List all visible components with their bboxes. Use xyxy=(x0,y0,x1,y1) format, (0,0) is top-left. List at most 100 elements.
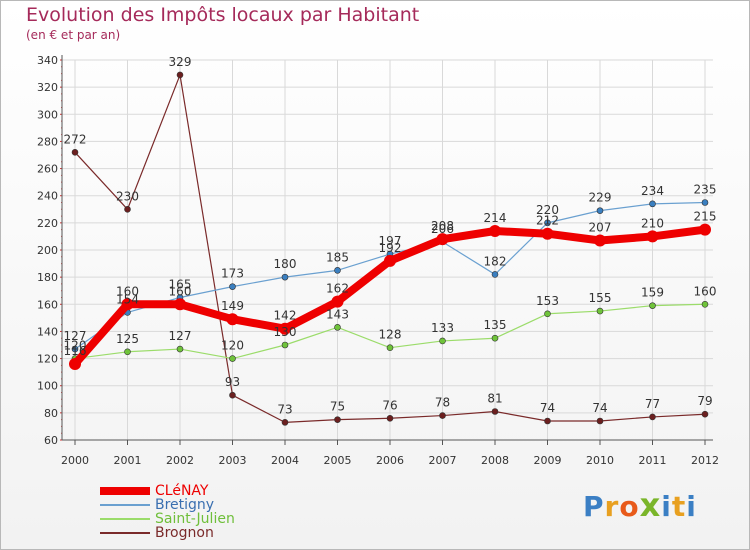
data-label: 212 xyxy=(536,214,559,228)
data-point xyxy=(489,225,501,237)
legend-label: Saint-Julien xyxy=(155,511,235,527)
y-tick-label: 280 xyxy=(37,135,58,148)
data-label: 192 xyxy=(379,241,402,255)
y-tick-label: 300 xyxy=(37,108,58,121)
data-point xyxy=(646,230,659,243)
data-point xyxy=(124,205,131,213)
data-label: 214 xyxy=(484,211,507,225)
data-point xyxy=(596,207,604,214)
x-tick-label: 2003 xyxy=(219,454,247,467)
data-point xyxy=(121,298,134,311)
data-point xyxy=(699,223,711,236)
x-tick-label: 2001 xyxy=(114,454,142,467)
data-label: 135 xyxy=(484,318,507,332)
data-label: 154 xyxy=(116,292,139,306)
data-label: 149 xyxy=(221,299,244,313)
data-labels-bretigny: 127 154 165 173 180 185 197 206 182 220 229 234 235 xyxy=(64,183,717,344)
data-point xyxy=(491,408,499,415)
data-label: 230 xyxy=(116,189,139,203)
logo-letter: i xyxy=(661,490,672,523)
data-label: 208 xyxy=(431,219,454,233)
y-tick-label: 200 xyxy=(37,244,58,257)
proxiti-logo: Proxiti xyxy=(583,486,697,524)
data-point xyxy=(596,417,604,425)
data-point xyxy=(71,148,79,156)
x-tick-label: 2000 xyxy=(61,454,89,467)
data-label: 207 xyxy=(589,221,612,235)
data-label: 173 xyxy=(221,267,244,281)
logo-letter: x xyxy=(639,486,662,524)
y-tick-label: 80 xyxy=(44,407,58,420)
data-point xyxy=(439,337,446,345)
data-point xyxy=(541,227,554,240)
data-label: 182 xyxy=(484,254,507,268)
y-tick-label: 100 xyxy=(37,380,58,393)
data-label: 74 xyxy=(592,401,607,415)
legend-swatch xyxy=(100,518,150,520)
legend-swatch xyxy=(100,532,150,534)
data-point xyxy=(384,254,396,267)
data-labels-cl-nay: 116 160 160 149 142 162 192 208 214 212 207 210 215 xyxy=(64,210,717,358)
x-tick-label: 2006 xyxy=(376,454,404,467)
data-point xyxy=(71,345,79,353)
data-label: 142 xyxy=(274,309,297,323)
data-point xyxy=(596,307,604,315)
data-point xyxy=(281,273,289,281)
legend-swatch xyxy=(100,487,150,495)
data-point xyxy=(386,414,394,422)
chart-title: Evolution des Impôts locaux par Habitant xyxy=(26,4,420,26)
data-label: 116 xyxy=(64,344,87,358)
data-point xyxy=(69,358,81,370)
data-label: 234 xyxy=(641,184,664,198)
data-point xyxy=(544,219,551,227)
data-label: 125 xyxy=(116,332,139,346)
data-label: 93 xyxy=(225,375,240,389)
y-tick-label: 140 xyxy=(37,325,58,338)
y-tick-label: 320 xyxy=(37,81,58,94)
y-tick-label: 260 xyxy=(37,163,58,176)
data-label: 160 xyxy=(169,284,192,298)
data-point xyxy=(701,199,709,206)
data-point xyxy=(226,313,239,326)
data-label: 215 xyxy=(694,210,717,224)
legend-item: Bretigny xyxy=(100,498,235,512)
data-label: 73 xyxy=(277,402,292,416)
data-label: 75 xyxy=(330,400,345,414)
y-tick-label: 220 xyxy=(37,217,58,230)
data-label: 197 xyxy=(379,234,402,248)
data-label: 120 xyxy=(64,339,87,353)
data-label: 133 xyxy=(431,321,454,335)
legend-label: CLéNAY xyxy=(155,483,209,499)
series-cl-nay xyxy=(69,223,711,370)
data-point xyxy=(281,419,289,426)
data-point xyxy=(649,200,656,208)
data-point xyxy=(649,302,656,309)
x-tick-label: 2009 xyxy=(534,454,562,467)
data-point xyxy=(701,410,709,418)
series-brognon xyxy=(71,71,709,426)
data-point xyxy=(124,348,131,356)
data-label: 74 xyxy=(540,401,555,415)
data-label: 180 xyxy=(274,257,297,271)
data-label: 229 xyxy=(589,191,612,205)
x-tick-label: 2011 xyxy=(639,454,667,467)
data-label: 155 xyxy=(589,291,612,305)
data-label: 272 xyxy=(64,132,87,146)
data-label: 153 xyxy=(536,294,559,308)
x-tick-label: 2008 xyxy=(481,454,509,467)
data-point xyxy=(491,334,499,342)
logo-letter: t xyxy=(671,490,687,523)
data-point xyxy=(229,391,236,399)
data-point xyxy=(176,71,184,79)
chart-subtitle: (en € et par an) xyxy=(26,28,121,42)
data-label: 210 xyxy=(641,216,664,230)
data-point xyxy=(331,295,344,308)
data-label: 160 xyxy=(116,284,139,298)
data-point xyxy=(229,355,236,362)
y-tick-label: 120 xyxy=(37,353,58,366)
data-label: 127 xyxy=(64,329,87,343)
legend-item: Saint-Julien xyxy=(100,512,235,526)
data-label: 160 xyxy=(694,284,717,298)
